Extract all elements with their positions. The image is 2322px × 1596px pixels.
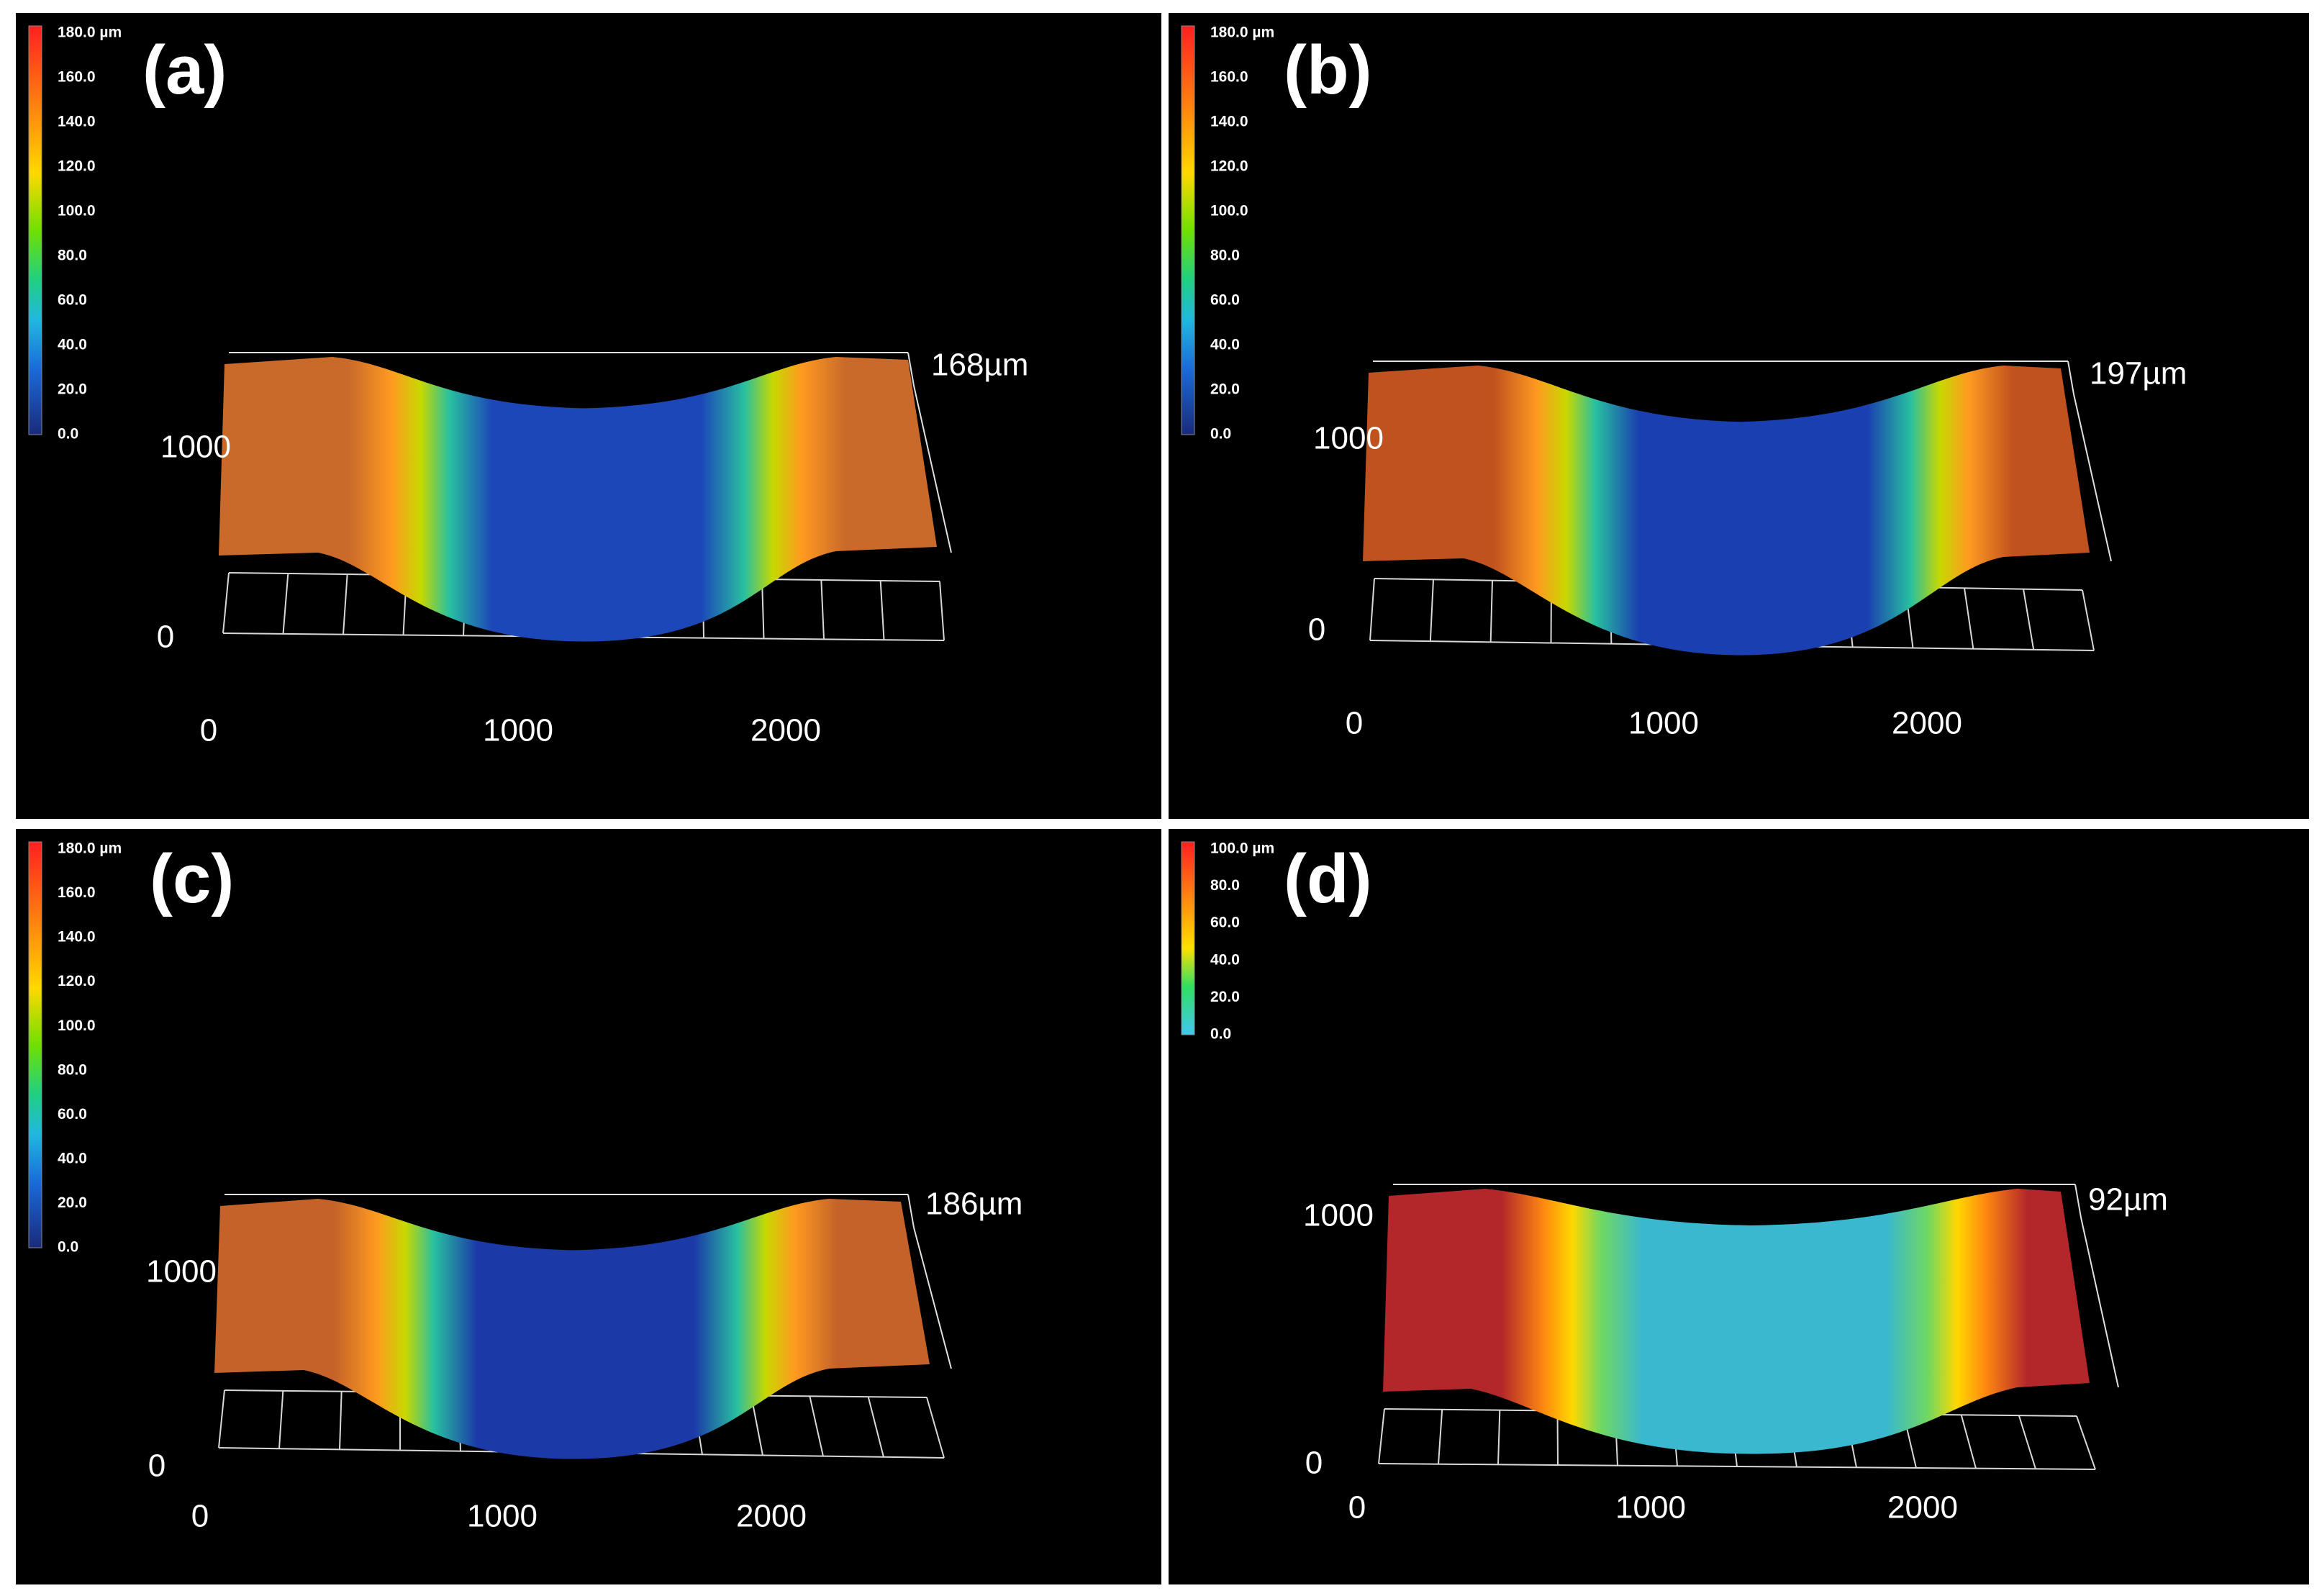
colorbar-tick-label: 100.0	[1210, 203, 1248, 219]
colorbar-tick-label: 120.0	[58, 973, 96, 989]
colorbar-tick-label: 40.0	[1210, 951, 1240, 968]
y-tick-label: 0	[1305, 1446, 1323, 1481]
y-tick-label: 1000	[1303, 1198, 1374, 1233]
x-tick-label: 0	[1346, 706, 1363, 741]
surface-plot-b: 180.0 µm 160.0 140.0 120.0 100.0 80.0 60.0 40.0…	[1181, 24, 2187, 741]
colorbar-tick-label: 20.0	[1210, 381, 1240, 398]
y-tick-label: 0	[1308, 612, 1325, 648]
colorbar-tick-label: 80.0	[1210, 877, 1240, 894]
colorbar-tick-label: 100.0	[58, 1017, 96, 1034]
colorbar-tick-label: 140.0	[58, 114, 96, 130]
x-tick-label: 1000	[1628, 706, 1699, 741]
surface-plot-d: 100.0 µm 80.0 60.0 40.0 20.0 0.0 (d) 92µm 1000 00…	[1181, 840, 2168, 1525]
z-reference-line	[1393, 1184, 2119, 1388]
colorbar-tick-label: 40.0	[58, 1150, 87, 1166]
x-tick-label: 2000	[750, 713, 821, 748]
colorbar-tick-label: 80.0	[58, 1061, 87, 1078]
colorbar	[1181, 841, 1195, 1035]
x-tick-label: 0	[1348, 1490, 1366, 1525]
colorbar-tick-label: 0.0	[58, 1239, 78, 1256]
colorbar-tick-label: 0.0	[1210, 426, 1231, 443]
colorbar	[28, 841, 42, 1248]
panel-label: (c)	[150, 840, 234, 917]
z-max-annotation: 168µm	[931, 348, 1028, 383]
x-tick-label: 1000	[1615, 1490, 1686, 1525]
z-reference-line	[1373, 361, 2112, 562]
height-surface	[214, 1199, 930, 1459]
y-tick-label: 1000	[1313, 421, 1384, 456]
colorbar-tick-label: 80.0	[58, 248, 87, 264]
colorbar-tick-label: 0.0	[1210, 1026, 1231, 1043]
z-reference-line	[225, 1194, 952, 1369]
colorbar-tick-label: 60.0	[58, 1106, 87, 1123]
colorbar-tick-label: 20.0	[58, 1194, 87, 1211]
colorbar-tick-label: 160.0	[58, 69, 96, 86]
panel-label: (d)	[1284, 840, 1372, 917]
colorbar-tick-label: 40.0	[58, 337, 87, 353]
colorbar-tick-label: 100.0 µm	[1210, 840, 1274, 857]
height-surface	[1383, 1189, 2090, 1454]
colorbar-tick-label: 120.0	[1210, 158, 1248, 175]
colorbar-tick-label: 60.0	[1210, 915, 1240, 931]
colorbar-tick-label: 60.0	[1210, 292, 1240, 309]
height-surface	[1363, 366, 2090, 656]
colorbar-tick-label: 120.0	[58, 158, 96, 175]
z-max-annotation: 197µm	[2090, 356, 2187, 391]
panel-c: 180.0 µm 160.0 140.0 120.0 100.0 80.0 60.0 40.0…	[16, 829, 1161, 1584]
colorbar-tick-label: 0.0	[58, 426, 78, 443]
colorbar	[28, 25, 42, 435]
y-tick-label: 0	[157, 620, 174, 655]
y-tick-label: 1000	[160, 430, 231, 465]
colorbar-tick-label: 140.0	[1210, 114, 1248, 130]
colorbar-tick-label: 140.0	[58, 929, 96, 946]
colorbar-tick-label: 60.0	[58, 292, 87, 309]
panel-label: (a)	[142, 32, 227, 109]
colorbar-tick-label: 40.0	[1210, 337, 1240, 353]
colorbar	[1181, 25, 1195, 435]
x-tick-label: 0	[200, 713, 217, 748]
colorbar-tick-label: 80.0	[1210, 248, 1240, 264]
surface-plot-a: 180.0 µm 160.0 140.0 120.0 100.0 80.0 60.0 40.0…	[28, 24, 1028, 748]
panel-b: 180.0 µm 160.0 140.0 120.0 100.0 80.0 60.0 40.0…	[1169, 13, 2309, 819]
colorbar-tick-label: 100.0	[58, 203, 96, 219]
x-tick-label: 2000	[1887, 1490, 1958, 1525]
z-max-annotation: 92µm	[2088, 1182, 2168, 1218]
x-tick-label: 1000	[483, 713, 553, 748]
x-tick-label: 2000	[736, 1499, 807, 1534]
panel-label: (b)	[1284, 32, 1372, 109]
surface-plot-c: 180.0 µm 160.0 140.0 120.0 100.0 80.0 60.0 40.0…	[28, 840, 1022, 1534]
y-tick-label: 1000	[146, 1254, 217, 1289]
x-tick-label: 2000	[1892, 706, 1962, 741]
colorbar-tick-label: 180.0 µm	[58, 24, 122, 41]
colorbar-tick-label: 20.0	[58, 381, 87, 398]
colorbar-tick-label: 160.0	[58, 884, 96, 901]
x-tick-label: 0	[191, 1499, 209, 1534]
panel-a: 180.0 µm 160.0 140.0 120.0 100.0 80.0 60.0 40.0…	[16, 13, 1161, 819]
x-tick-label: 1000	[467, 1499, 538, 1534]
colorbar-tick-label: 20.0	[1210, 989, 1240, 1005]
y-tick-label: 0	[148, 1448, 165, 1484]
z-reference-line	[229, 352, 952, 553]
colorbar-tick-label: 160.0	[1210, 69, 1248, 86]
height-surface	[219, 357, 937, 642]
colorbar-tick-label: 180.0 µm	[1210, 24, 1274, 41]
z-max-annotation: 186µm	[925, 1187, 1022, 1222]
panel-d: 100.0 µm 80.0 60.0 40.0 20.0 0.0 (d) 92µm 1000 0 0…	[1169, 829, 2309, 1584]
colorbar-tick-label: 180.0 µm	[58, 840, 122, 857]
